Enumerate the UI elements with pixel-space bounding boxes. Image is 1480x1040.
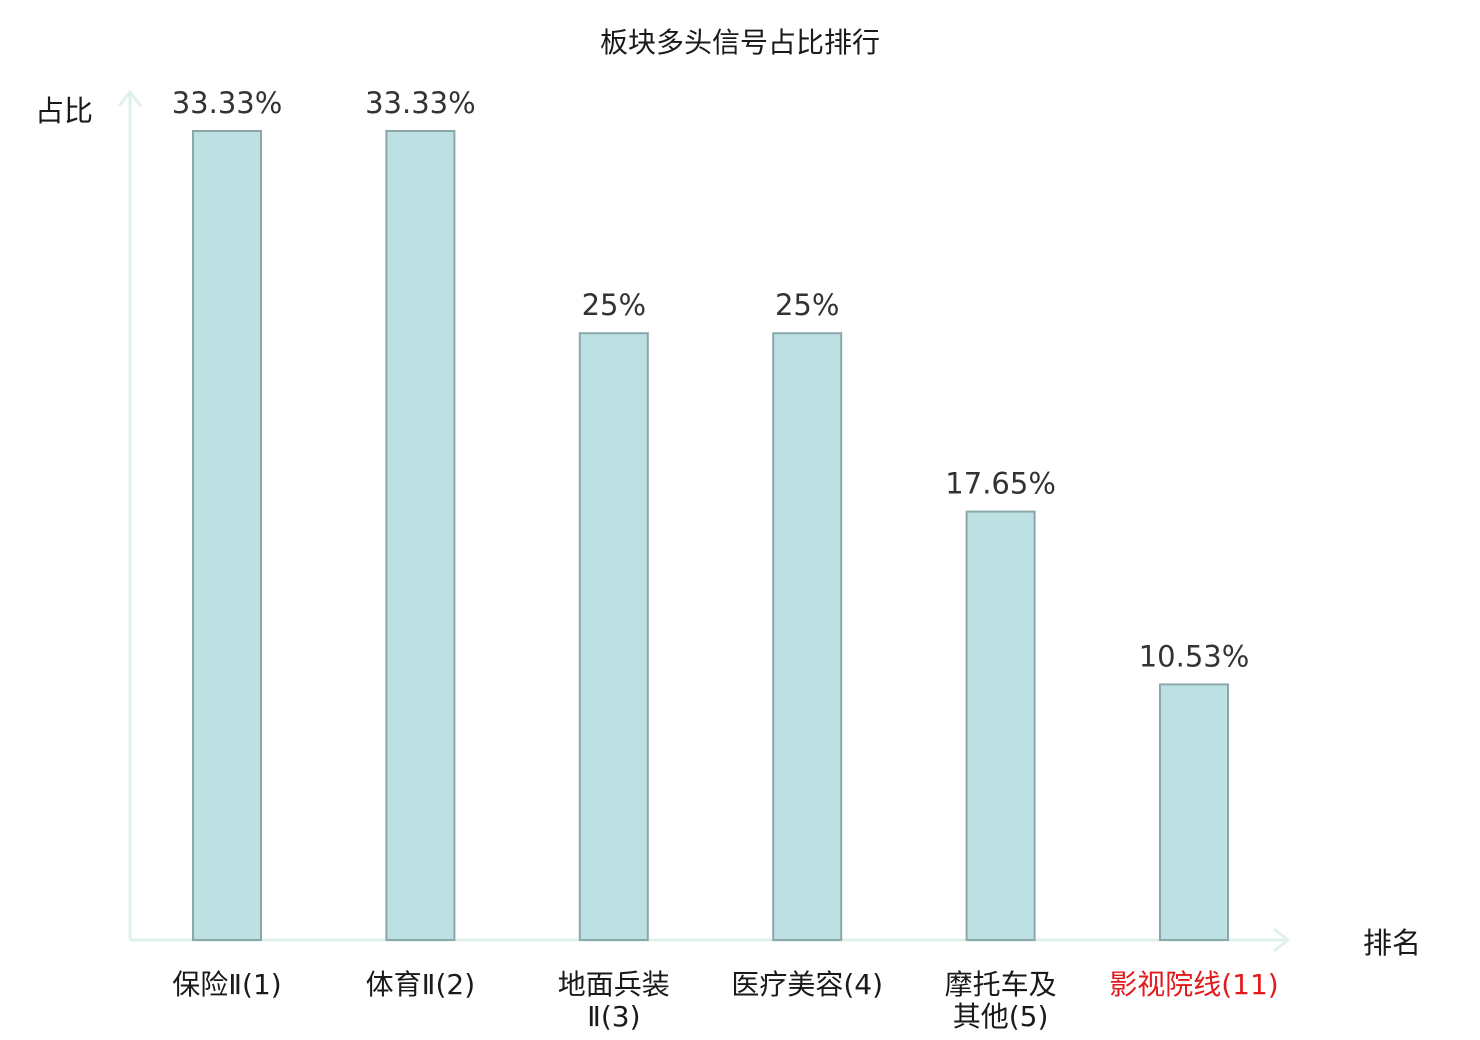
chart-title: 板块多头信号占比排行 bbox=[600, 26, 880, 59]
category-tick-label-line: Ⅱ(3) bbox=[587, 1000, 640, 1033]
y-axis-label: 占比 bbox=[35, 94, 93, 128]
x-axis-label: 排名 bbox=[1363, 926, 1421, 960]
axes bbox=[117, 89, 1291, 953]
category-tick-label-line: 保险Ⅱ(1) bbox=[172, 968, 281, 1001]
category-tick-label-line: 摩托车及 bbox=[945, 968, 1057, 1001]
category-labels-group: 保险Ⅱ(1) 体育Ⅱ(2) 地面兵装 Ⅱ(3) 医疗美容(4) 摩托车及其他(5) 影视院线… bbox=[172, 968, 1278, 1033]
category-tick-label-line: 影视院线(11) bbox=[1109, 968, 1278, 1001]
bar bbox=[578, 332, 649, 941]
category-tick-label-line: 医疗美容(4) bbox=[731, 968, 883, 1001]
category-tick-label: 体育Ⅱ(2) bbox=[366, 968, 475, 1001]
bar-value-label: 17.65% bbox=[945, 467, 1056, 501]
bar-value-label: 25% bbox=[582, 288, 646, 322]
bars-group bbox=[192, 130, 1229, 942]
bar-value-label: 10.53% bbox=[1139, 639, 1250, 673]
bar bbox=[385, 130, 456, 941]
category-tick-label: 地面兵装 Ⅱ(3) bbox=[558, 968, 670, 1033]
bar bbox=[1159, 683, 1229, 942]
category-tick-label-line: 地面兵装 bbox=[558, 968, 670, 1001]
y-axis-arrow-icon bbox=[117, 89, 143, 107]
bar-value-label: 25% bbox=[775, 288, 839, 322]
category-tick-label: 保险Ⅱ(1) bbox=[172, 968, 281, 1001]
bar bbox=[965, 510, 1036, 941]
bar bbox=[772, 332, 843, 941]
value-labels-group: 33.33% 33.33% 25% 25% 17.65% 10.53% bbox=[172, 86, 1250, 673]
category-tick-label: 摩托车及其他(5) bbox=[945, 968, 1057, 1033]
bar bbox=[192, 130, 262, 941]
category-tick-label: 影视院线(11) bbox=[1109, 968, 1278, 1001]
bar-value-label: 33.33% bbox=[365, 86, 476, 120]
category-tick-label: 医疗美容(4) bbox=[731, 968, 883, 1001]
category-tick-label-line: 体育Ⅱ(2) bbox=[366, 968, 475, 1001]
x-axis-arrow-icon bbox=[1273, 927, 1291, 953]
bar-value-label: 33.33% bbox=[172, 86, 283, 120]
category-tick-label-line: 其他(5) bbox=[953, 1000, 1049, 1033]
